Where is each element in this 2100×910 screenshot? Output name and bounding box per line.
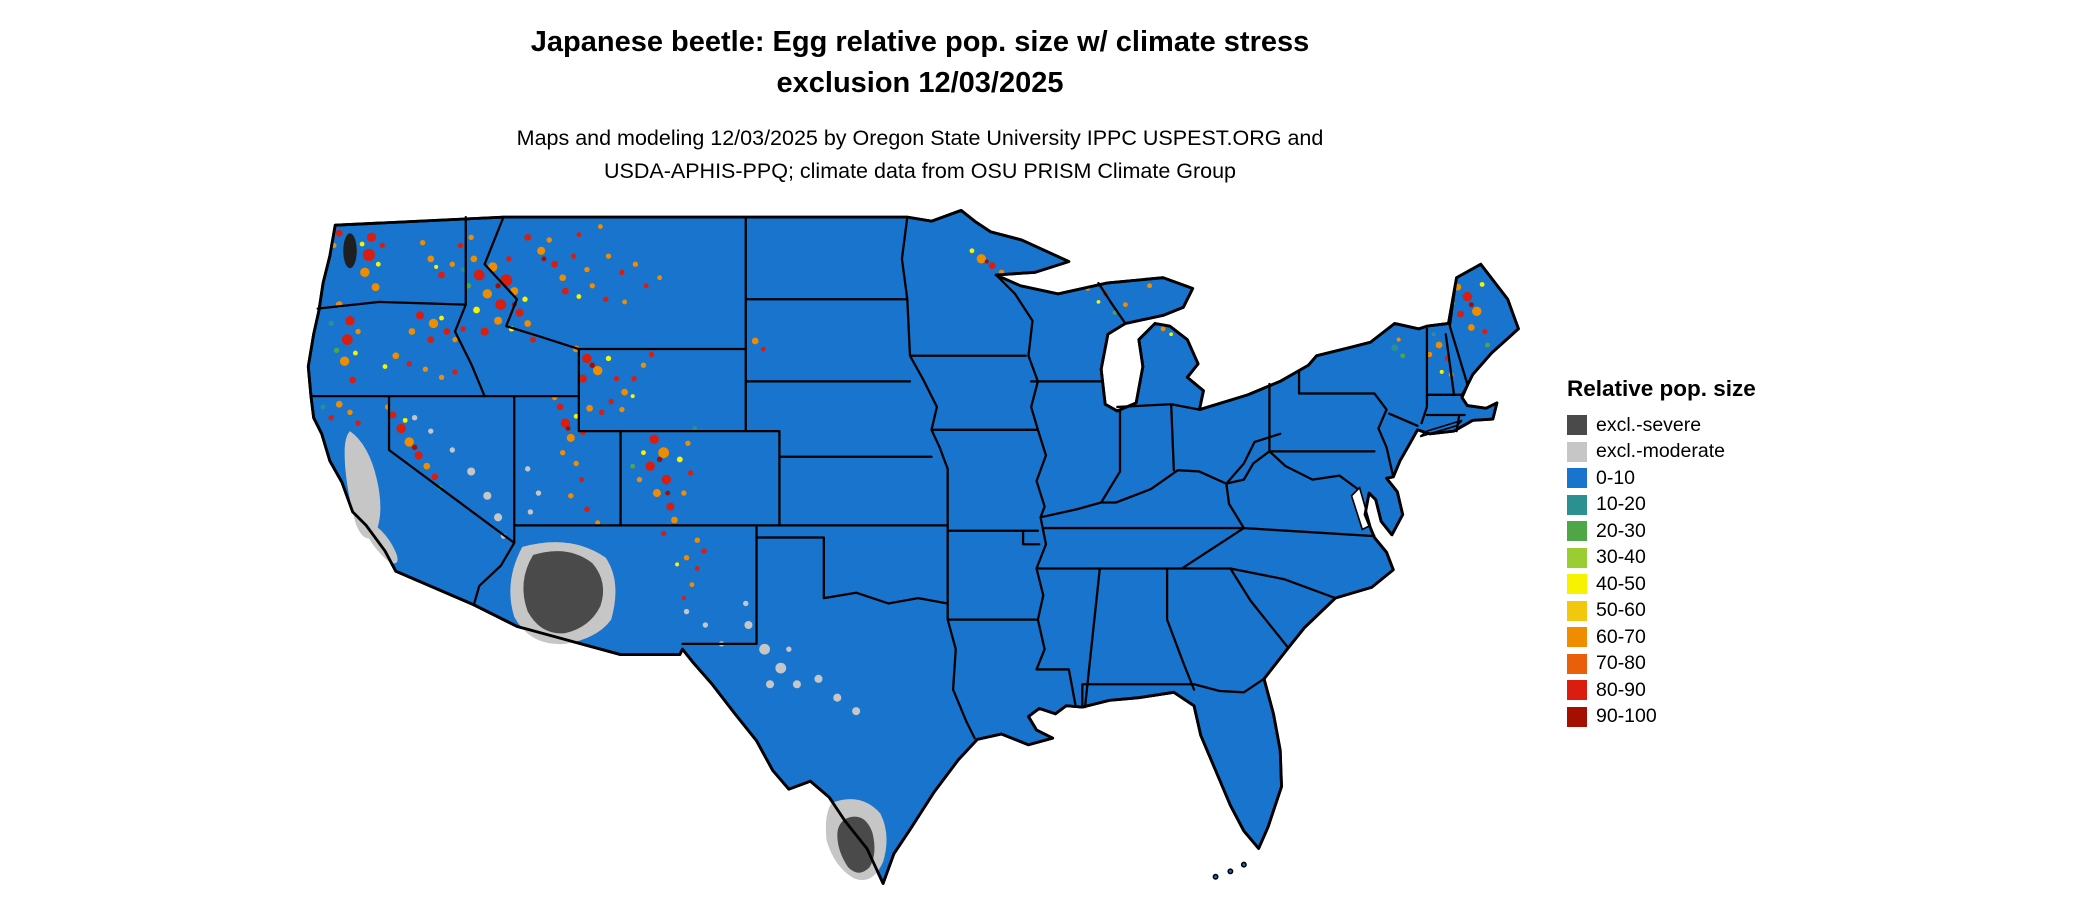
legend-item: 60-70: [1567, 624, 1756, 651]
legend-swatch: [1567, 415, 1587, 436]
title-line1: Japanese beetle: Egg relative pop. size …: [530, 26, 1310, 58]
legend-item: 30-40: [1567, 545, 1756, 572]
legend-swatch: [1567, 494, 1587, 515]
legend-label: 10-20: [1596, 493, 1646, 515]
legend-label: 50-60: [1596, 599, 1646, 621]
legend-label: 20-30: [1596, 519, 1646, 542]
page-title: Japanese beetle: Egg relative pop. size …: [0, 22, 1840, 104]
page-subtitle: Maps and modeling 12/03/2025 by Oregon S…: [0, 122, 1840, 187]
legend-label: 70-80: [1596, 652, 1646, 674]
legend-swatch: [1567, 468, 1587, 489]
conus-landmass: [306, 208, 1520, 885]
legend-swatch: [1567, 441, 1587, 462]
legend-label: 60-70: [1596, 625, 1646, 648]
us-map-svg: [306, 208, 1520, 885]
legend-item: 40-50: [1567, 571, 1756, 598]
us-map: [300, 205, 1555, 905]
legend-label: 30-40: [1596, 546, 1646, 568]
subtitle-line2: USDA-APHIS-PPQ; climate data from OSU PR…: [603, 158, 1237, 183]
legend-swatch: [1567, 627, 1587, 648]
legend-item: 0-10: [1567, 465, 1756, 492]
legend-item: 80-90: [1567, 677, 1756, 704]
legend-label: 80-90: [1596, 678, 1646, 701]
legend-swatch: [1567, 600, 1587, 621]
header: Japanese beetle: Egg relative pop. size …: [0, 22, 1840, 187]
legend-label: 40-50: [1596, 572, 1646, 595]
legend-item: 70-80: [1567, 651, 1756, 678]
legend-item: 20-30: [1567, 518, 1756, 545]
subtitle-line1: Maps and modeling 12/03/2025 by Oregon S…: [516, 126, 1324, 151]
legend-label: 90-100: [1596, 705, 1657, 727]
state-borders-west: [309, 215, 1041, 740]
title-line2: exclusion 12/03/2025: [776, 67, 1064, 100]
legend-item: 10-20: [1567, 492, 1756, 519]
legend-item: excl.-moderate: [1567, 439, 1756, 466]
legend-swatch: [1567, 521, 1587, 542]
map-legend: Relative pop. size excl.-severe excl.-mo…: [1567, 376, 1756, 730]
legend-swatch: [1567, 547, 1587, 568]
legend-item: 90-100: [1567, 704, 1756, 731]
heat-speckles: [320, 224, 1490, 601]
legend-title: Relative pop. size: [1567, 376, 1756, 401]
legend-swatch: [1567, 574, 1587, 595]
legend-label: 0-10: [1596, 466, 1636, 489]
legend-item: excl.-severe: [1567, 412, 1756, 439]
legend-swatch: [1567, 653, 1587, 674]
legend-swatch: [1567, 706, 1587, 727]
state-borders-east: [995, 273, 1469, 709]
legend-label: excl.-severe: [1596, 413, 1702, 436]
exclusion-severe-patches: [523, 551, 875, 873]
legend-item: 50-60: [1567, 598, 1756, 625]
legend-swatch: [1567, 680, 1587, 701]
legend-label: excl.-moderate: [1596, 440, 1725, 462]
conus-coastline: [306, 208, 1520, 885]
